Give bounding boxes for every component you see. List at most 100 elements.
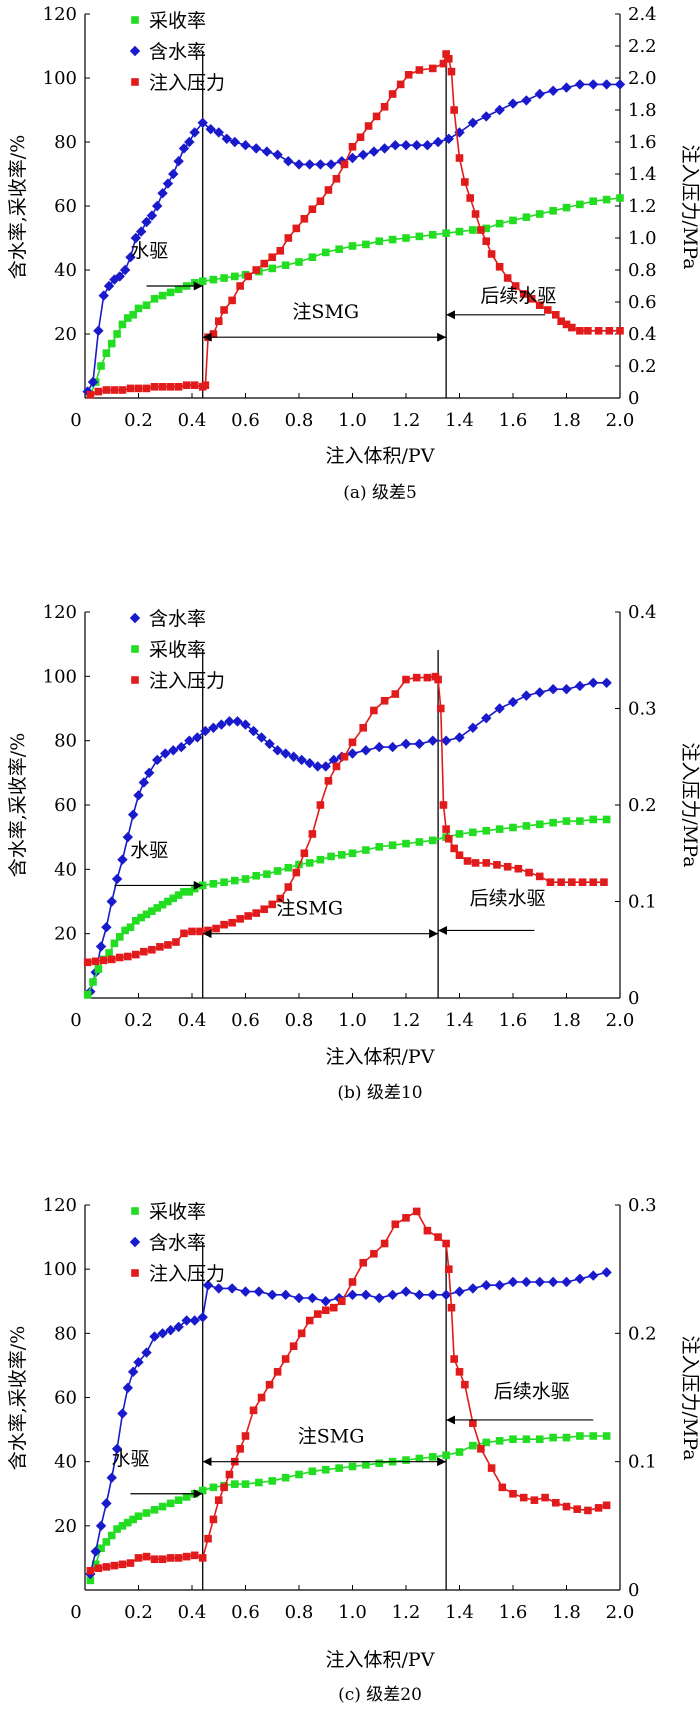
chart-c-stage-label: 水驱 [111, 1448, 149, 1470]
chart-a-legend-pressure-label: 注入压力 [149, 72, 225, 94]
chart-b-x-tick-label: 1.2 [392, 1010, 421, 1031]
chart-c-x-tick-label: 0.4 [178, 1602, 207, 1623]
chart-c-pressure-point [236, 1445, 244, 1453]
chart-b-water-point [454, 732, 465, 743]
chart-c-water-point [117, 1408, 128, 1419]
chart-c-pressure-point [461, 1380, 469, 1389]
chart-a-recovery-point [321, 248, 330, 257]
chart-b-recovery-point [509, 823, 517, 832]
chart-a-water-point [315, 159, 326, 170]
chart-b-stage-annotation: 后续水驱 [438, 888, 546, 935]
chart-a-pressure-point [511, 282, 520, 290]
chart-b-y-left-tick-label: 60 [54, 795, 77, 816]
chart-c-legend-recovery-label: 采收率 [149, 1201, 206, 1223]
chart-b-recovery-point [89, 978, 97, 986]
chart-a-pressure-point [535, 301, 544, 309]
chart-c-recovery-point [86, 1576, 95, 1585]
chart-b-pressure-point [348, 738, 357, 747]
chart-c-recovery-point [469, 1441, 477, 1450]
chart-b-pressure-point [423, 673, 432, 682]
chart-b-water-point [122, 831, 133, 843]
chart-b-pressure-point [124, 952, 132, 961]
chart-c-x-tick-label: 0.6 [231, 1602, 260, 1623]
chart-b-water-point [192, 732, 203, 743]
chart-b-pressure-point [316, 801, 325, 809]
chart-c-water-point [197, 1312, 208, 1323]
chart-c-y-left-tick-label: 120 [43, 1195, 77, 1216]
chart-c-water-point [280, 1289, 291, 1301]
chart-b-pressure-point [493, 861, 501, 869]
chart-c-pressure-point [348, 1278, 357, 1286]
chart-c-legend-pressure-label: 注入压力 [149, 1263, 225, 1285]
chart-a-y-right-tick-label: 2.0 [628, 68, 657, 89]
chart-b-stage-annotation: 水驱 [114, 839, 203, 890]
chart-c-pressure-point [313, 1310, 322, 1318]
chart-a-pressure-point [260, 259, 269, 268]
chart-a-x-tick-label: 0.2 [124, 410, 153, 431]
chart-b-recovery-point [589, 815, 598, 824]
chart-c-pressure-point [519, 1493, 528, 1502]
chart-a-recovery-point [616, 194, 624, 202]
chart-b-water-point [360, 745, 372, 756]
chart-a-x-tick-label: 0.4 [178, 410, 207, 431]
chart-a-water-point [507, 98, 519, 109]
chart-c-caption: (c) 级差20 [338, 1685, 422, 1705]
chart-b-water-point [427, 735, 438, 746]
chart-a-water-point [152, 200, 163, 212]
chart-b-recovery-point [522, 822, 531, 830]
chart-c-pressure-point [541, 1493, 549, 1502]
chart-c-recovery-point [576, 1432, 584, 1440]
chart-c-water-point [494, 1280, 505, 1291]
chart-b-water-point [272, 745, 283, 756]
chart-b-recovery-point [338, 851, 346, 859]
chart-c-water-point [588, 1270, 599, 1281]
chart-a-pressure-point [461, 178, 469, 186]
chart-a-pressure-point [174, 383, 183, 391]
chart-b-pressure-point [439, 801, 448, 809]
chart-c-pressure-point [110, 1561, 119, 1570]
chart-c-pressure-point [402, 1214, 410, 1222]
chart-a-water-point [184, 136, 195, 148]
chart-a-pressure-point [94, 387, 103, 396]
chart-a-water-point [390, 140, 401, 151]
chart-b-recovery-point [153, 904, 162, 912]
chart-b-series-water [85, 677, 612, 997]
chart-b-water-point [507, 696, 519, 708]
chart-a-recovery-point [348, 242, 357, 250]
chart-c-y-right-tick-label: 0.2 [628, 1323, 657, 1344]
chart-b-pressure-point [148, 945, 156, 954]
chart-b-water-point [152, 754, 163, 766]
chart-c-pressure-point [359, 1258, 367, 1267]
chart-c-recovery-point [129, 1515, 137, 1524]
chart-a-pressure-point [594, 327, 603, 335]
chart-a-water-point [379, 143, 390, 154]
chart-a-y-right-tick-label: 0 [628, 388, 639, 409]
chart-b-recovery-point [105, 949, 113, 957]
chart-c-pressure-point [469, 1419, 477, 1427]
chart-b-recovery-point [284, 863, 293, 872]
chart-b-water-point [184, 735, 195, 746]
chart-c-water-point [400, 1286, 412, 1297]
chart-a-recovery-point [102, 349, 111, 357]
chart-b-stage-label: 水驱 [130, 839, 168, 861]
chart-a-pressure-point [214, 317, 223, 325]
chart-b-x-tick-label: 1.0 [338, 1010, 367, 1031]
chart-a-y-right-tick-label: 0.4 [628, 324, 657, 345]
chart-b-recovery-point [209, 880, 218, 888]
chart-a-water-line [86, 83, 620, 392]
chart-a-recovery-point [562, 203, 571, 212]
chart-a-water-point [189, 127, 200, 138]
chart-c-recovery-point [442, 1451, 450, 1460]
chart-a-ylabel-left: 含水率,采收率/% [7, 135, 29, 280]
chart-a-recovery-point [402, 234, 410, 242]
chart-c-recovery-point [182, 1493, 191, 1501]
chart-b-pressure-point [568, 878, 576, 886]
chart-b-recovery-point [402, 839, 410, 848]
chart-b-recovery-point [415, 838, 424, 846]
chart-c-pressure-point [273, 1368, 282, 1376]
chart-c-pressure-point [445, 1265, 453, 1273]
chart-b-pressure-point [324, 777, 333, 785]
chart-b-y-left-tick-label: 40 [54, 859, 77, 880]
